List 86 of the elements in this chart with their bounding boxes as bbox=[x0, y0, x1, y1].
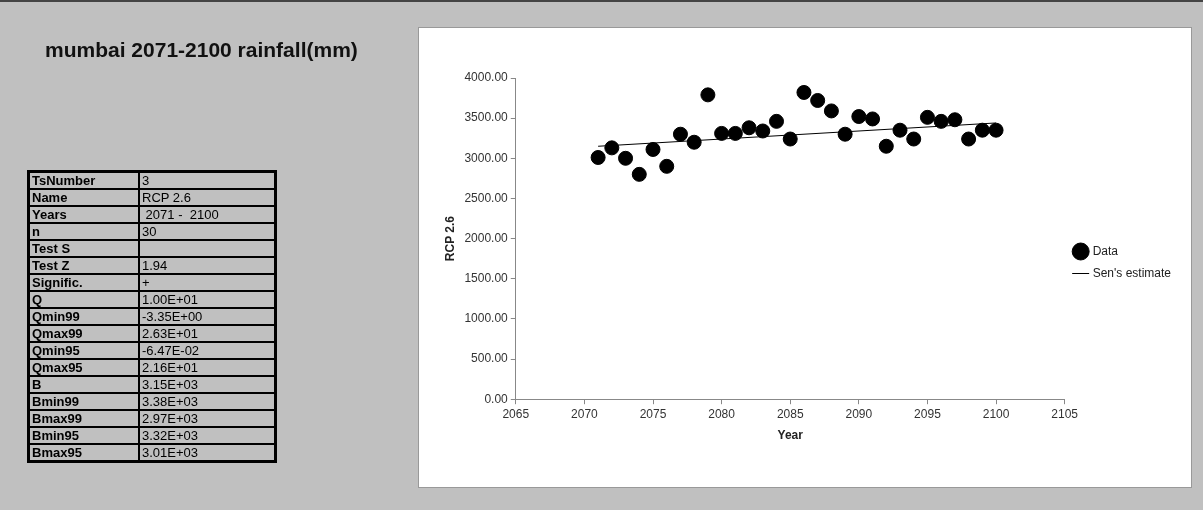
point bbox=[659, 158, 675, 174]
category-label: Bmin99 bbox=[32, 394, 79, 409]
point bbox=[727, 125, 743, 141]
x-tick-label: 2080 bbox=[708, 406, 736, 421]
text: 3.15E+03 bbox=[142, 377, 199, 392]
text: 3 bbox=[142, 173, 150, 188]
text: 3.38E+03 bbox=[142, 394, 199, 409]
x-tick-label: 2075 bbox=[639, 406, 667, 421]
point bbox=[755, 123, 771, 139]
x-tick-label: 2095 bbox=[914, 406, 942, 421]
text: -3.35E+00 bbox=[142, 309, 203, 324]
text: 2.16E+01 bbox=[142, 360, 199, 375]
category-label: Name bbox=[32, 190, 68, 205]
y-tick-label: 500.00 bbox=[471, 351, 509, 366]
x-tick-label: 2100 bbox=[982, 406, 1010, 421]
point bbox=[672, 126, 688, 142]
y-tick-label: 4000.00 bbox=[464, 70, 509, 85]
point bbox=[631, 166, 647, 182]
x-tick-label: 2105 bbox=[1051, 406, 1079, 421]
point bbox=[782, 131, 798, 147]
text: 2.63E+01 bbox=[142, 326, 199, 341]
point bbox=[604, 140, 620, 156]
category-label: Qmin99 bbox=[32, 309, 80, 324]
point bbox=[837, 126, 853, 142]
point bbox=[947, 112, 963, 128]
point bbox=[865, 111, 881, 127]
point bbox=[933, 113, 949, 129]
category-label: Qmax95 bbox=[32, 360, 83, 375]
point bbox=[590, 150, 606, 165]
x-tick-label: 2085 bbox=[776, 406, 804, 421]
legend-label: Data bbox=[1092, 243, 1119, 258]
category-label: Bmin95 bbox=[32, 428, 79, 443]
text: 1.00E+01 bbox=[142, 292, 199, 307]
text: 3.01E+03 bbox=[142, 445, 199, 460]
point bbox=[988, 122, 1004, 138]
point bbox=[741, 120, 757, 136]
category-label: n bbox=[32, 224, 40, 239]
y-tick-label: 2500.00 bbox=[464, 190, 509, 205]
point bbox=[769, 113, 784, 129]
text: 2071 - 2100 bbox=[145, 207, 219, 222]
point bbox=[823, 103, 839, 119]
legend-label: Sen's estimate bbox=[1092, 265, 1172, 280]
point bbox=[919, 109, 935, 125]
text: mumbai 2071-2100 rainfall(mm) bbox=[45, 38, 358, 62]
x-tick-label: 2070 bbox=[571, 406, 599, 421]
point bbox=[892, 122, 908, 138]
text: 2.97E+03 bbox=[142, 411, 199, 426]
category-label: Signific. bbox=[32, 275, 83, 290]
x-tick-label: 2065 bbox=[502, 406, 530, 421]
text: 3.32E+03 bbox=[142, 428, 199, 443]
point bbox=[645, 141, 661, 157]
category-label: Test Z bbox=[32, 258, 70, 273]
text: 30 bbox=[142, 224, 157, 239]
category-label: B bbox=[32, 377, 42, 392]
text: 1.94 bbox=[142, 258, 168, 273]
x-axis-title: Year bbox=[777, 428, 804, 443]
y-tick-label: 3500.00 bbox=[464, 110, 509, 125]
point bbox=[974, 122, 990, 138]
point bbox=[618, 150, 634, 166]
y-tick-label: 1500.00 bbox=[464, 271, 509, 286]
point bbox=[714, 125, 730, 141]
category-label: Test S bbox=[32, 241, 71, 256]
point bbox=[851, 109, 867, 125]
point bbox=[961, 131, 977, 147]
point bbox=[810, 92, 826, 108]
category-label: TsNumber bbox=[32, 173, 96, 188]
y-axis-title: RCP 2.6 bbox=[442, 215, 457, 262]
y-tick-label: 3000.00 bbox=[464, 150, 509, 165]
y-tick-label: 1000.00 bbox=[464, 311, 509, 326]
point bbox=[686, 134, 702, 150]
category-label: Years bbox=[32, 207, 67, 222]
x-tick-label: 2090 bbox=[845, 406, 873, 421]
text: RCP 2.6 bbox=[142, 190, 191, 205]
category-label: Bmax99 bbox=[32, 411, 82, 426]
text: -6.47E-02 bbox=[142, 343, 200, 358]
point bbox=[700, 87, 716, 103]
category-label: Qmin95 bbox=[32, 343, 80, 358]
point bbox=[796, 84, 812, 100]
category-label: Q bbox=[32, 292, 43, 307]
point bbox=[906, 131, 922, 147]
text: + bbox=[142, 275, 150, 290]
y-tick-label: 0.00 bbox=[484, 391, 509, 406]
category-label: Bmax95 bbox=[32, 445, 82, 460]
category-label: Qmax99 bbox=[32, 326, 83, 341]
point bbox=[878, 138, 894, 154]
y-tick-label: 2000.00 bbox=[464, 230, 509, 245]
